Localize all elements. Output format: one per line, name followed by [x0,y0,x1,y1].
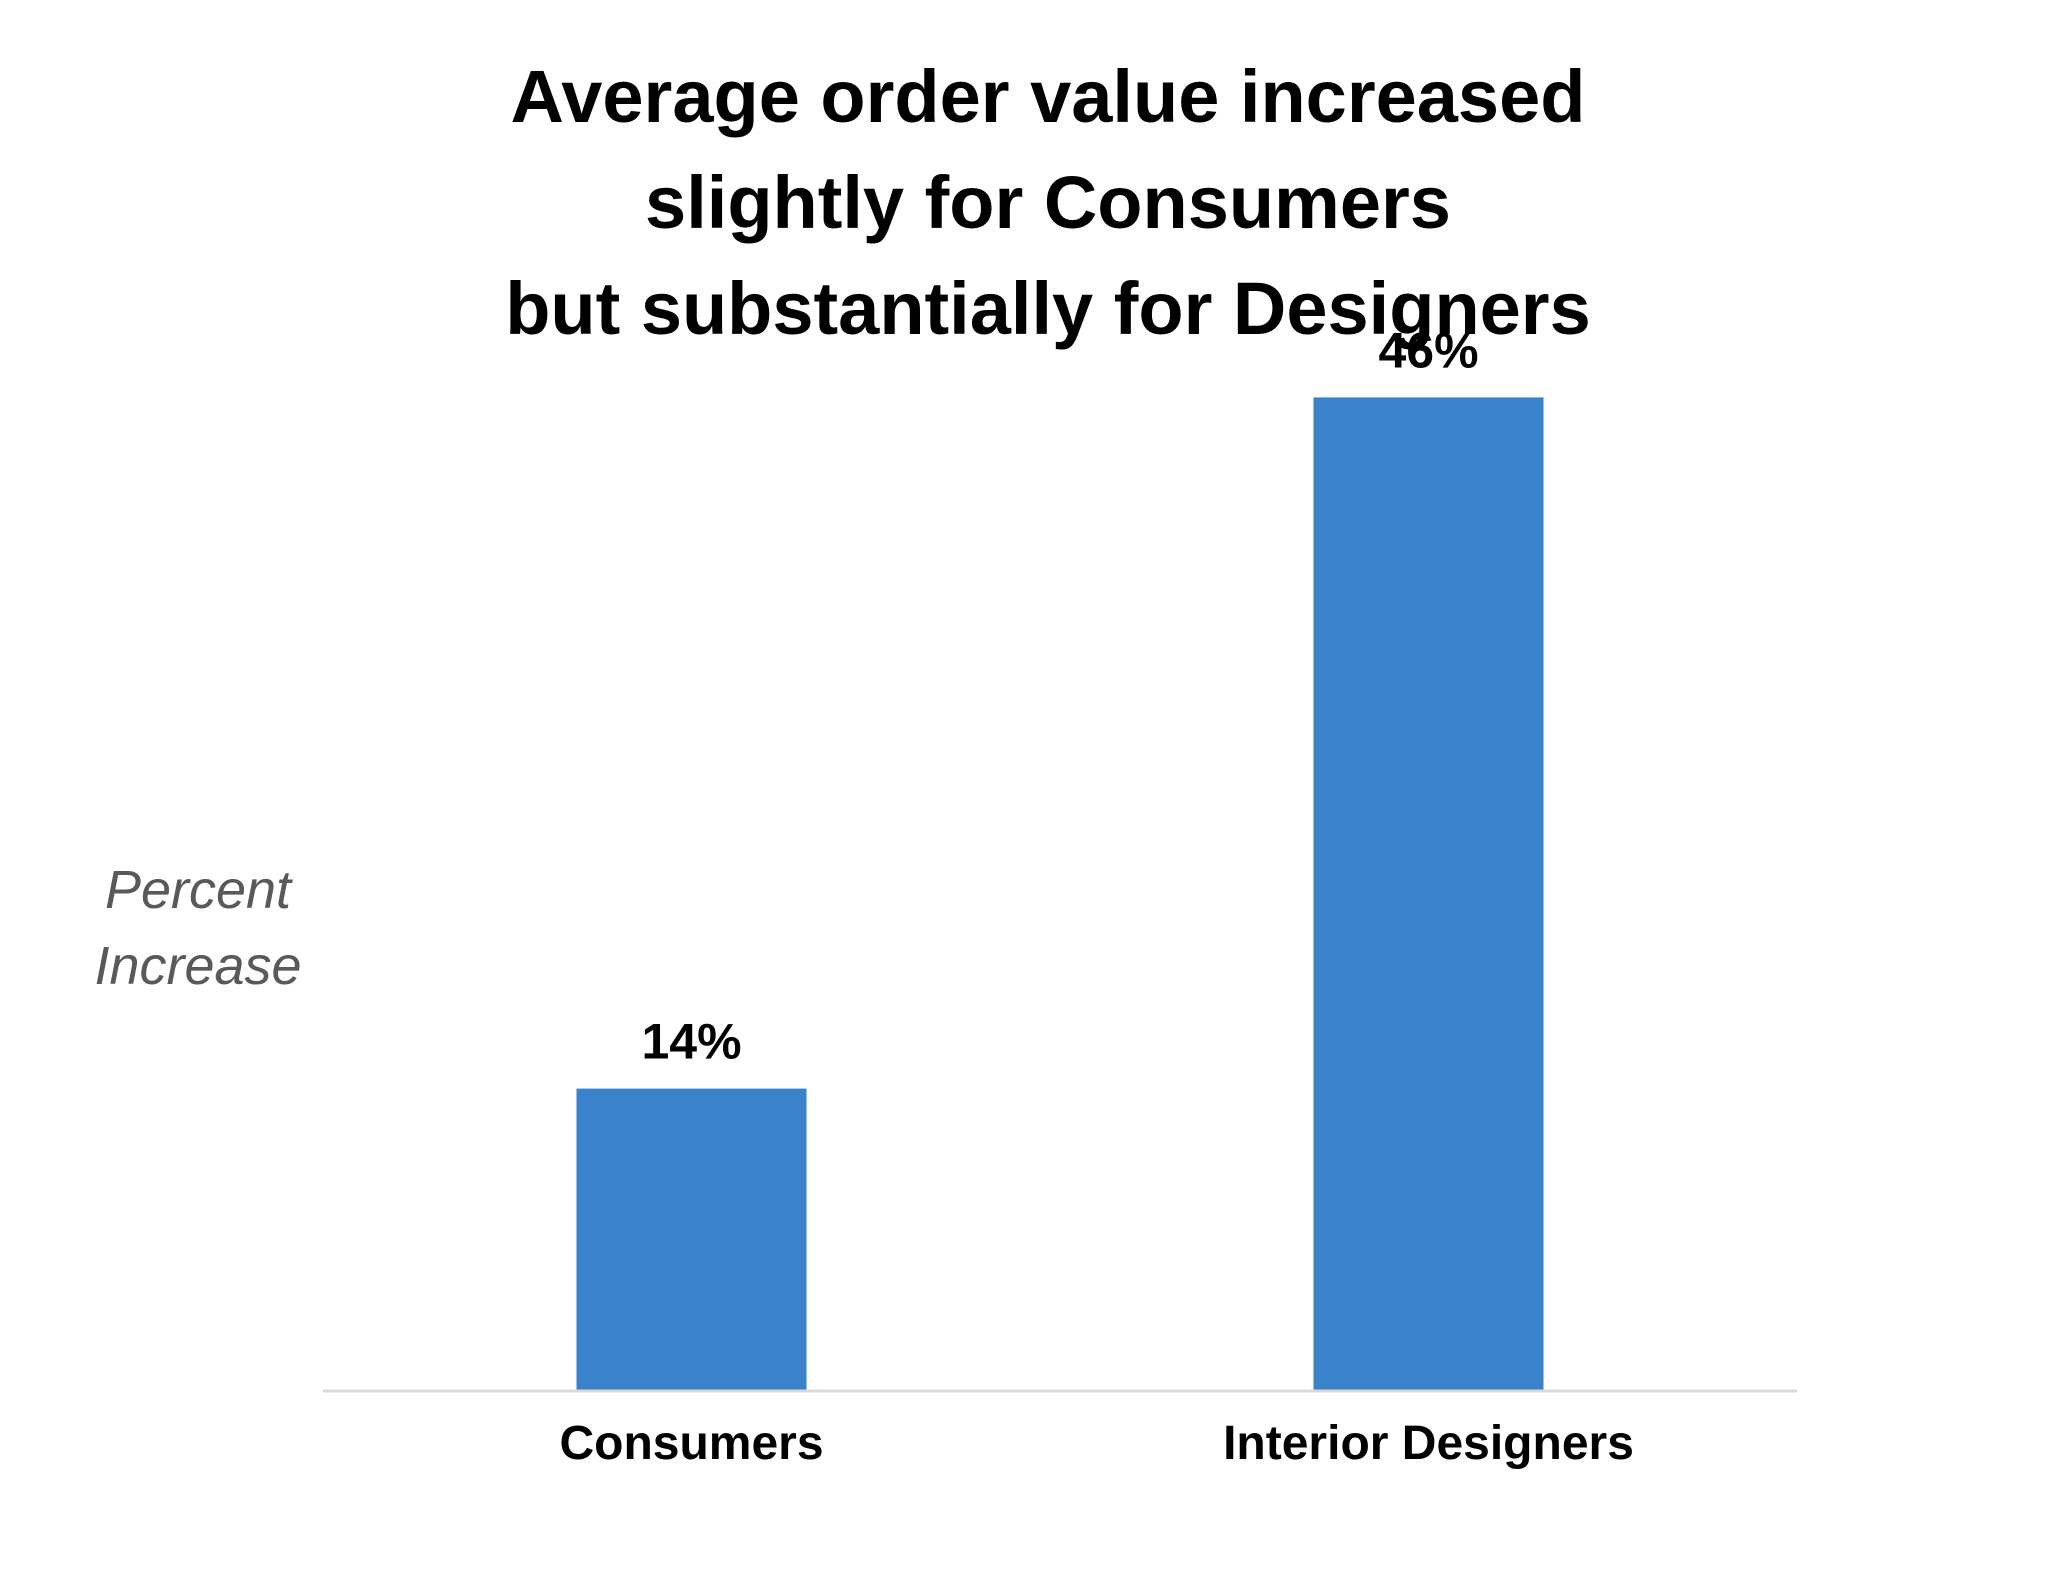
data-label-consumers: 14% [641,1014,741,1070]
bars [576,397,1544,1391]
x-tick-label-consumers: Consumers [559,1417,823,1470]
bar-consumers [576,1088,807,1391]
y-axis-label: Percent Increase [94,860,301,996]
y-axis-label-line-1: Percent [105,860,293,920]
chart-title-line-1: Average order value increased [511,55,1586,138]
data-label-interior-designers: 46% [1378,322,1478,378]
chart-title-line-3: but substantially for Designers [505,267,1591,350]
bar-interior-designers [1313,397,1544,1391]
chart-title-line-2: slightly for Consumers [645,161,1451,244]
x-tick-label-interior-designers: Interior Designers [1223,1417,1634,1470]
y-axis-label-line-2: Increase [94,936,301,996]
data-labels: 14% 46% [641,322,1478,1069]
chart-title: Average order value increased slightly f… [505,55,1591,350]
x-axis-tick-labels: Consumers Interior Designers [559,1417,1633,1470]
